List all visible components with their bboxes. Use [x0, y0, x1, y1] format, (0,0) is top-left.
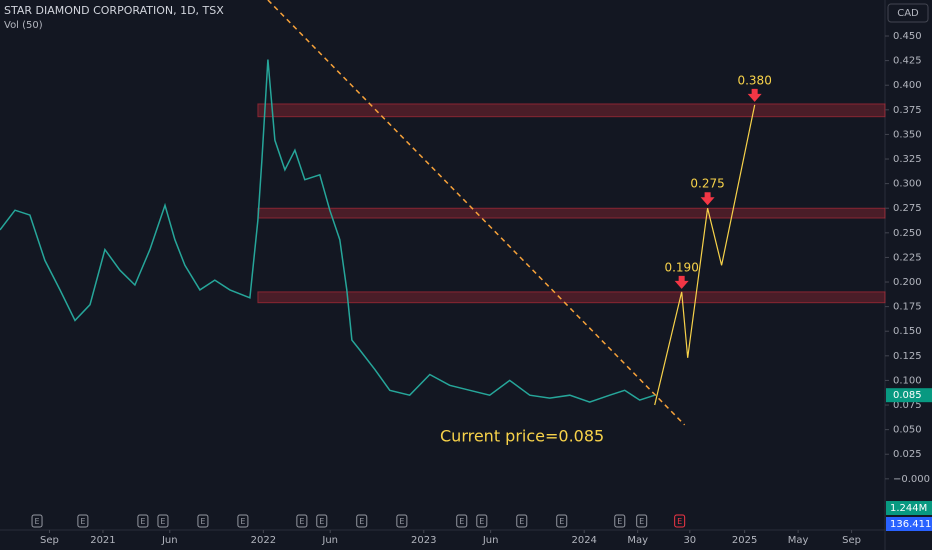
earnings-label: E	[200, 517, 205, 526]
last-price-tag	[886, 388, 932, 403]
y-tick-label: 0.175	[893, 302, 922, 313]
earnings-label: E	[559, 517, 564, 526]
y-tick-label: 0.100	[893, 375, 922, 386]
last-price-label: 0.085	[893, 390, 922, 401]
y-tick-label: 0.200	[893, 277, 922, 288]
earnings-label: E	[519, 517, 524, 526]
earnings-marker	[356, 514, 368, 528]
y-tick-label: 0.425	[893, 56, 922, 67]
earnings-marker	[516, 514, 528, 528]
earnings-label: E	[319, 517, 324, 526]
earnings-marker	[197, 514, 209, 528]
earnings-marker	[636, 514, 648, 528]
earnings-marker	[396, 514, 408, 528]
earnings-marker	[476, 514, 488, 528]
target-arrow	[700, 192, 715, 206]
y-tick-label: 0.050	[893, 425, 922, 436]
x-tick-label: May	[788, 535, 809, 546]
y-tick-label: −0.000	[893, 474, 930, 485]
projection-line	[654, 104, 756, 406]
earnings-label: E	[459, 517, 464, 526]
earnings-label: E	[240, 517, 245, 526]
earnings-label: E	[639, 517, 644, 526]
y-tick-label: 0.450	[893, 31, 922, 42]
price-line	[0, 59, 655, 403]
y-tick-label: 0.250	[893, 228, 922, 239]
earnings-label: E	[399, 517, 404, 526]
earnings-marker	[237, 514, 249, 528]
earnings-label: E	[160, 517, 165, 526]
y-tick-label: 0.125	[893, 351, 922, 362]
earnings-label: E	[359, 517, 364, 526]
currency-box[interactable]	[887, 3, 929, 23]
x-tick-label: 2023	[411, 535, 436, 546]
earnings-marker	[316, 514, 328, 528]
x-tick-label: 30	[683, 535, 696, 546]
earnings-label: E	[140, 517, 145, 526]
y-tick-label: 0.150	[893, 326, 922, 337]
earnings-marker	[296, 514, 308, 528]
earnings-label: E	[677, 517, 682, 526]
y-tick-label: 0.075	[893, 400, 922, 411]
x-tick-label: 2025	[732, 535, 757, 546]
chart-title: STAR DIAMOND CORPORATION, 1D, TSX	[4, 4, 224, 17]
target-arrow	[747, 88, 762, 102]
x-tick-label: Sep	[40, 535, 59, 546]
earnings-marker	[614, 514, 626, 528]
y-tick-label: 0.025	[893, 449, 922, 460]
target-label: 0.190	[664, 260, 698, 274]
currency[interactable]: CAD	[897, 8, 919, 19]
earnings-label: E	[479, 517, 484, 526]
x-tick-label: 2021	[90, 535, 115, 546]
earnings-label: E	[299, 517, 304, 526]
x-tick-label: May	[627, 535, 648, 546]
earnings-marker	[31, 514, 43, 528]
y-tick-label: 0.275	[893, 203, 922, 214]
annotation: Current price=0.085	[440, 427, 604, 446]
earnings-marker	[137, 514, 149, 528]
x-tick-label: Jun	[321, 535, 338, 546]
target-arrow	[674, 275, 689, 289]
earnings-label: E	[80, 517, 85, 526]
trendline	[267, 0, 686, 426]
earnings-marker	[456, 514, 468, 528]
earnings-label: E	[617, 517, 622, 526]
y-tick-label: 0.400	[893, 80, 922, 91]
volume-legend: Vol (50)	[4, 20, 43, 31]
x-tick-label: 2024	[571, 535, 596, 546]
resistance-zone	[257, 103, 886, 118]
earnings-marker	[157, 514, 169, 528]
resistance-zone	[257, 291, 886, 304]
volume-tag	[886, 501, 932, 515]
y-tick-label: 0.350	[893, 129, 922, 140]
x-tick-label: Sep	[842, 535, 861, 546]
x-tick-label: 2022	[251, 535, 276, 546]
y-tick-label: 0.325	[893, 154, 922, 165]
earnings-marker	[674, 514, 686, 528]
y-tick-label: 0.300	[893, 179, 922, 190]
resistance-zone	[257, 207, 886, 219]
earnings-marker	[77, 514, 89, 528]
y-tick-label: 0.375	[893, 105, 922, 116]
earnings-marker	[556, 514, 568, 528]
volume-label: 1.244M	[890, 503, 927, 514]
volume-label: 136.411K	[890, 519, 932, 530]
x-tick-label: Jun	[482, 535, 499, 546]
x-tick-label: Jun	[161, 535, 178, 546]
target-label: 0.275	[690, 177, 724, 191]
y-tick-label: 0.225	[893, 252, 922, 263]
earnings-label: E	[34, 517, 39, 526]
volume-tag	[886, 517, 932, 531]
target-label: 0.380	[737, 73, 771, 87]
